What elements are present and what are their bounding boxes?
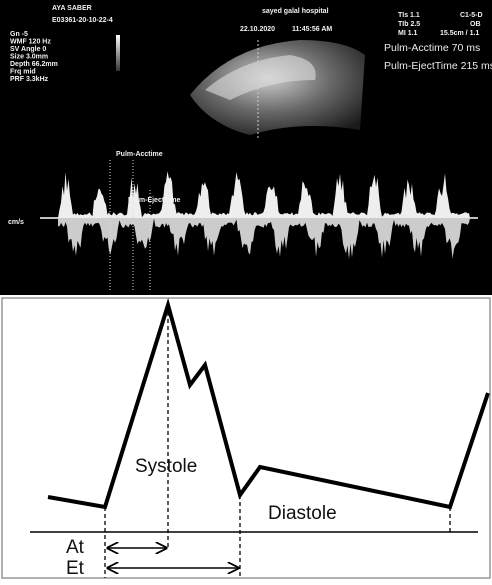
hospital: sayed galal hospital	[262, 8, 329, 15]
probe-info: MI 1.1	[398, 30, 418, 37]
probe-info: OB	[470, 21, 481, 28]
systole-label: Systole	[135, 456, 197, 477]
setting: WMF 120 Hz	[10, 38, 51, 45]
trace-label: Pulm-Acctime	[116, 151, 163, 158]
probe-info: 15.5cm / 1.1	[440, 30, 479, 37]
figure: AYA SABER E03361-20-10-22-4 Gn -5WMF 120…	[0, 0, 492, 580]
time: 11:45:56 AM	[292, 26, 332, 33]
gray-scale-bar	[116, 35, 120, 71]
at-label: At	[66, 537, 85, 558]
probe-info: TIb 2.5	[398, 21, 420, 28]
setting: SV Angle 0	[10, 46, 46, 53]
setting: Frq mid	[10, 68, 36, 75]
setting: Size 3.0mm	[10, 53, 48, 60]
patient-name: AYA SABER	[52, 5, 92, 12]
axis-unit: cm/s	[8, 219, 24, 226]
page: {"ultrasound": { "patient": "AYA SABER",…	[0, 0, 492, 580]
date: 22.10.2020	[240, 26, 275, 33]
probe-info: TIs 1.1	[398, 12, 420, 19]
patient-id: E03361-20-10-22-4	[52, 17, 113, 24]
diagram-panel	[2, 298, 490, 578]
trace-label: Pulm-EjectTime	[128, 197, 180, 204]
diastole-label: Diastole	[268, 503, 337, 524]
measurement: Pulm-EjectTime 215 ms	[384, 60, 492, 72]
measurement: Pulm-Acctime 70 ms	[384, 42, 480, 54]
setting: Gn -5	[10, 31, 28, 38]
setting: PRF 3.3kHz	[10, 76, 49, 83]
setting: Depth 66.2mm	[10, 61, 58, 68]
et-label: Et	[66, 558, 85, 579]
probe-info: C1-5-D	[460, 12, 483, 19]
